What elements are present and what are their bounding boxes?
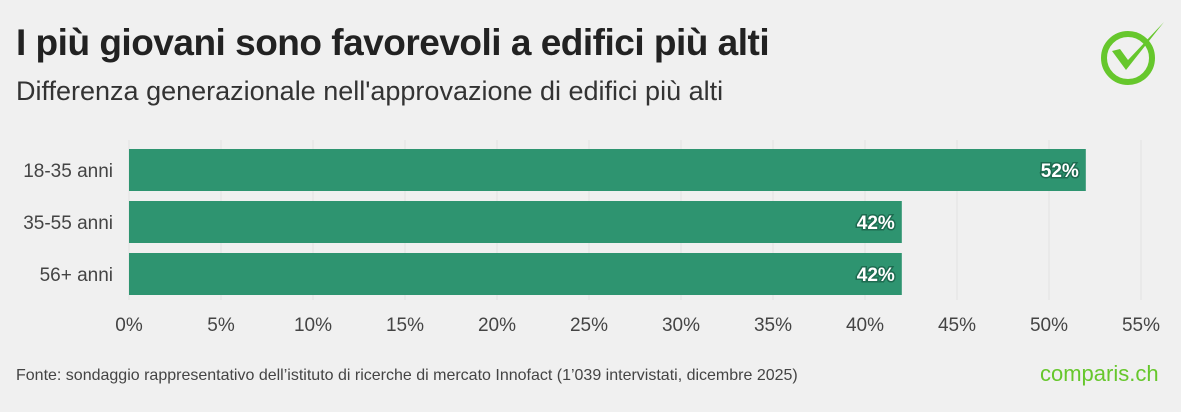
x-tick-label: 45%: [938, 315, 976, 336]
x-tick-label: 40%: [846, 315, 884, 336]
x-tick-label: 20%: [478, 315, 516, 336]
chart-subtitle: Differenza generazionale nell'approvazio…: [16, 76, 724, 106]
x-tick-label: 50%: [1030, 315, 1068, 336]
x-tick-label: 55%: [1122, 315, 1160, 336]
y-category-label: 56+ anni: [40, 265, 113, 286]
source-note: Fonte: sondaggio rappresentativo dell’is…: [16, 367, 798, 384]
data-label: 42%: [857, 265, 895, 286]
bar: [129, 253, 902, 295]
chart-title: I più giovani sono favorevoli a edifici …: [16, 22, 770, 63]
x-tick-label: 30%: [662, 315, 700, 336]
bar: [129, 201, 902, 243]
x-tick-label: 15%: [386, 315, 424, 336]
data-label: 52%: [1041, 161, 1079, 182]
x-tick-label: 25%: [570, 315, 608, 336]
x-tick-label: 35%: [754, 315, 792, 336]
brand-logo: comparis.ch: [1040, 361, 1159, 386]
y-category-label: 18-35 anni: [23, 161, 113, 182]
data-label: 42%: [857, 213, 895, 234]
y-category-label: 35-55 anni: [23, 213, 113, 234]
check-circle-icon: [1101, 22, 1164, 85]
x-tick-label: 10%: [294, 315, 332, 336]
x-tick-label: 0%: [115, 315, 143, 336]
x-tick-label: 5%: [207, 315, 235, 336]
bar: [129, 149, 1086, 191]
